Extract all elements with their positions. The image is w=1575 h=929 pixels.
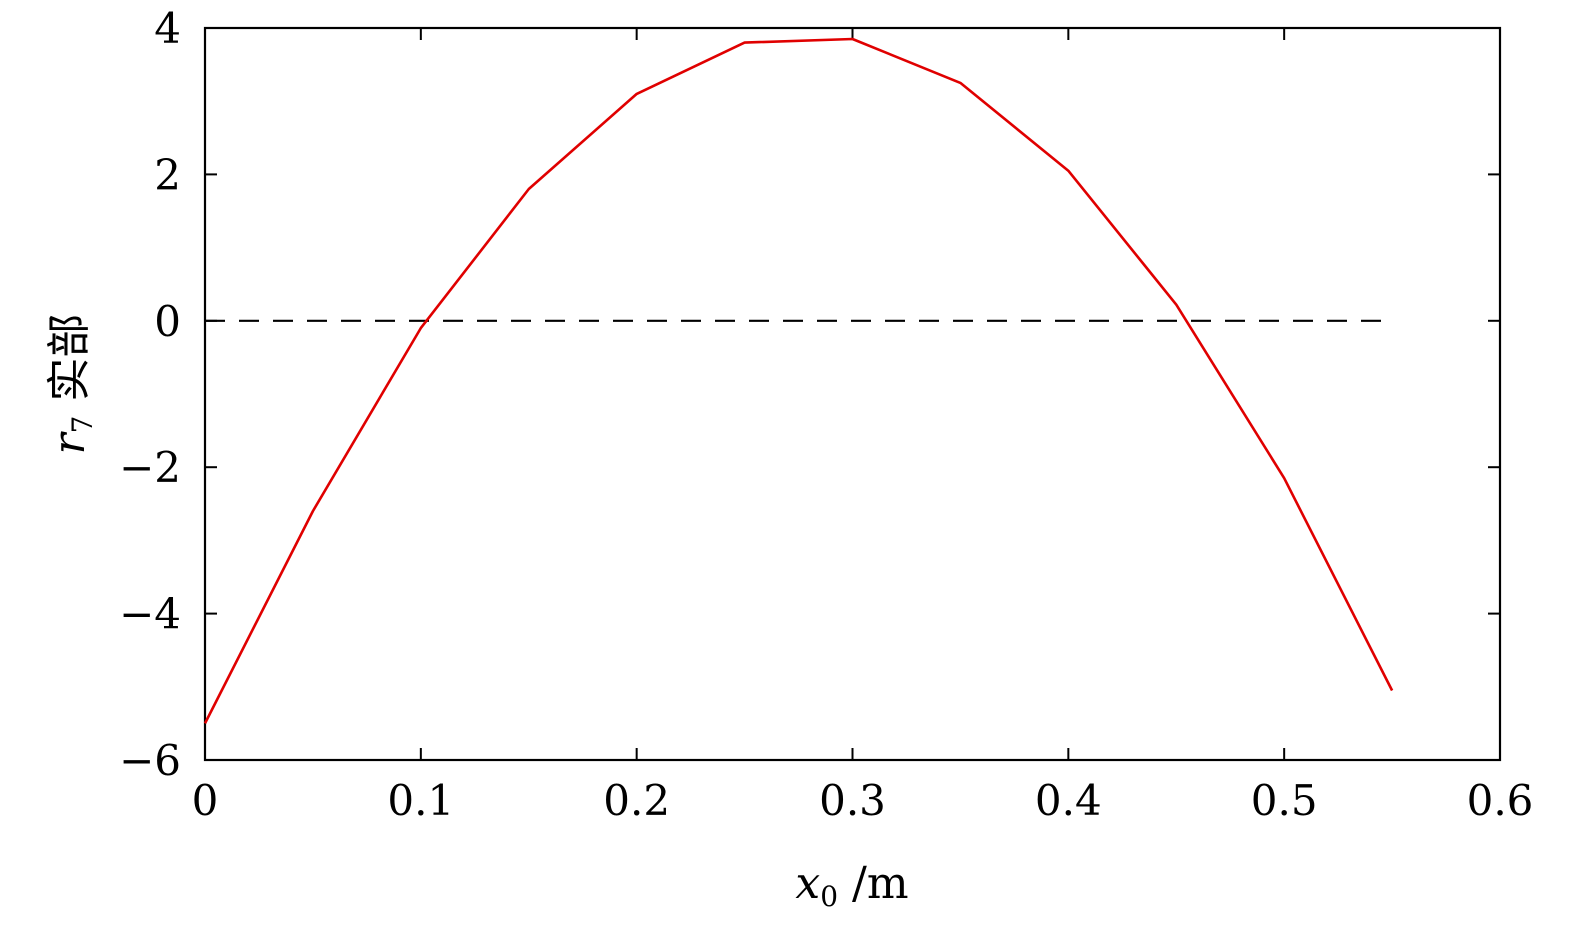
x-axis-label: x0 /m bbox=[795, 858, 908, 913]
y-tick-label: −6 bbox=[119, 736, 181, 785]
y-tick-label: 2 bbox=[154, 150, 181, 199]
x-tick-label: 0.4 bbox=[1035, 776, 1102, 825]
x-tick-label: 0.5 bbox=[1251, 776, 1318, 825]
x-tick-label: 0.6 bbox=[1467, 776, 1534, 825]
x-tick-label: 0.2 bbox=[603, 776, 670, 825]
y-tick-label: −2 bbox=[119, 443, 181, 492]
series-line-r7-real bbox=[203, 37, 1394, 724]
tick-labels: 0 0.1 0.2 0.3 0.4 0.5 0.6 −6 −4 −2 0 2 4 bbox=[119, 4, 1533, 825]
y-tick-label: 0 bbox=[154, 297, 181, 346]
y-tick-label: 4 bbox=[154, 4, 181, 53]
plot-frame bbox=[203, 26, 1502, 762]
x-tick-label: 0.1 bbox=[387, 776, 454, 825]
x-tick-label: 0 bbox=[192, 776, 219, 825]
x-tick-label: 0.3 bbox=[819, 776, 886, 825]
y-axis-label: r7实部 bbox=[44, 314, 99, 455]
y-tick-label: −4 bbox=[119, 590, 181, 639]
ticks bbox=[204, 27, 1501, 761]
